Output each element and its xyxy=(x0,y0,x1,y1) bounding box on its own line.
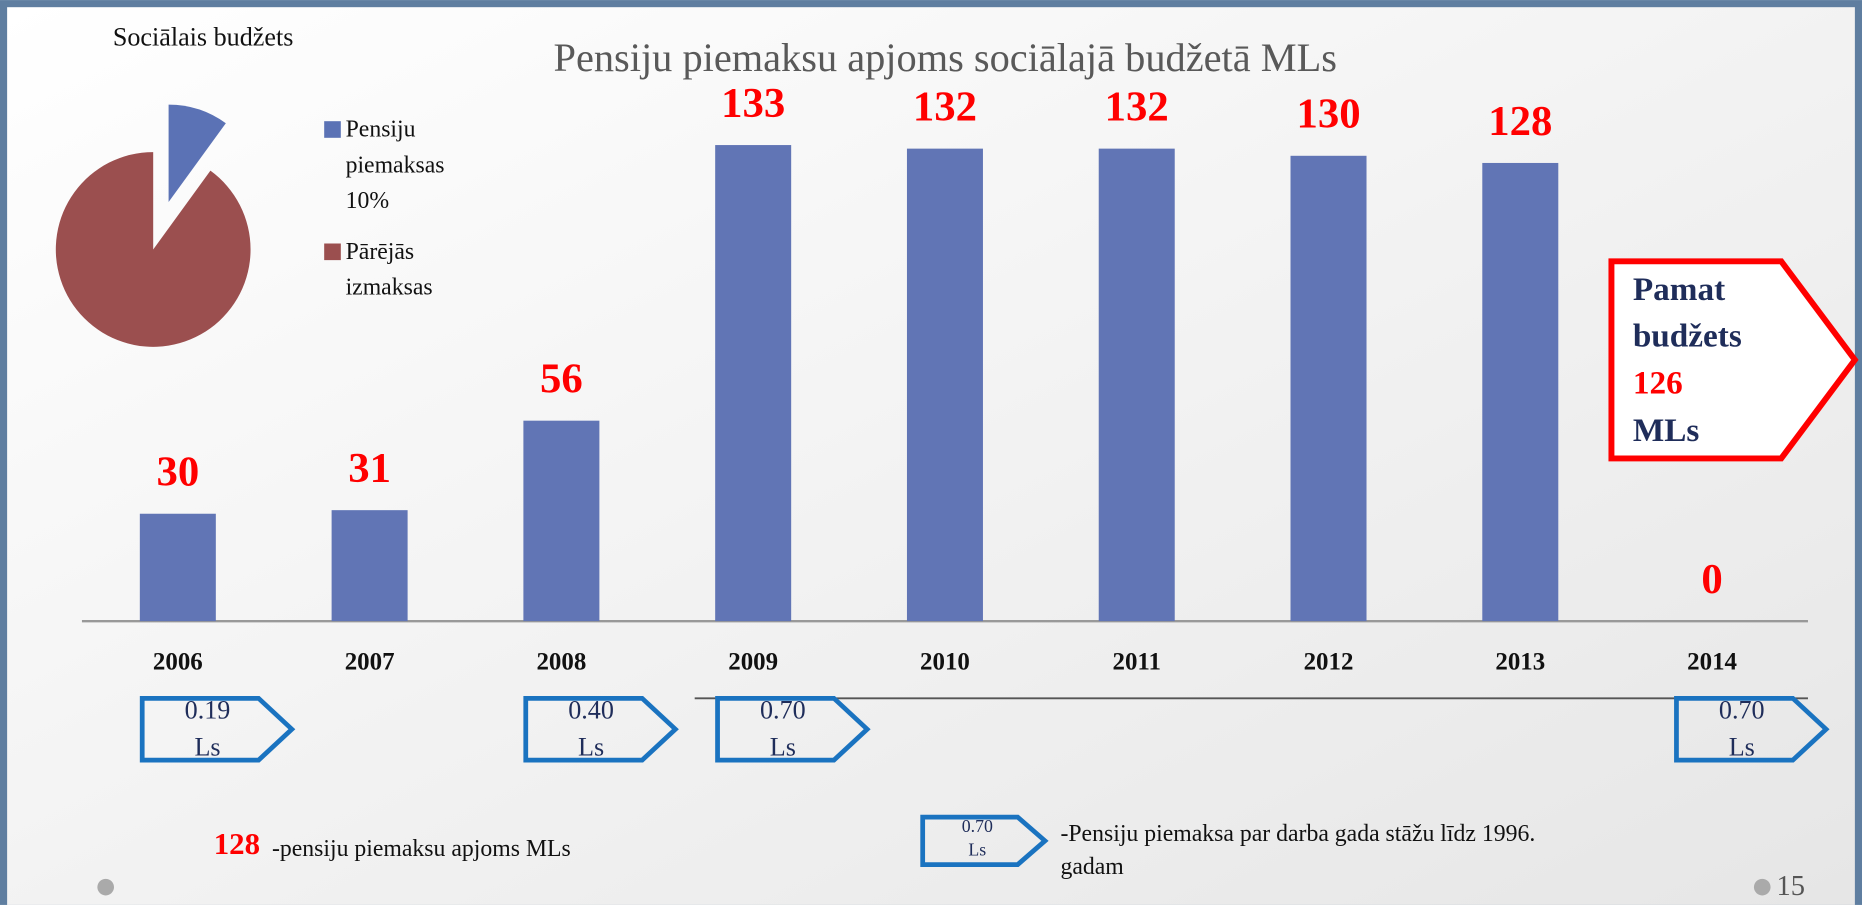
chart-title: Pensiju piemaksu apjoms sociālajā budžet… xyxy=(554,35,1337,80)
bar xyxy=(1290,155,1367,622)
data-label: 130 xyxy=(1296,91,1360,138)
rate-tag xyxy=(139,695,296,763)
data-label: 132 xyxy=(1105,83,1169,130)
data-label: 30 xyxy=(156,449,199,496)
legend-label: Pārējās izmaksas xyxy=(345,238,433,301)
footnote-tag xyxy=(920,814,1049,867)
x-tick-label: 2006 xyxy=(153,649,203,676)
bar xyxy=(1482,162,1559,622)
rate-tag-label: 0.70 Ls xyxy=(1719,696,1765,762)
bar xyxy=(906,148,983,622)
legend-swatch xyxy=(324,121,341,138)
data-label: 128 xyxy=(1488,98,1552,145)
rate-tag xyxy=(523,695,679,763)
callout-unit: MLs xyxy=(1633,412,1700,449)
legend-label-box: Pārējās izmaksas xyxy=(345,238,433,301)
x-tick-label: 2014 xyxy=(1687,649,1737,676)
x-tick-label: 2013 xyxy=(1495,649,1545,676)
footnote-tag-label: 0.70 Ls xyxy=(962,816,993,860)
callout-box xyxy=(1608,258,1859,462)
data-label: 133 xyxy=(721,80,785,127)
callout-label: Pamat budžets xyxy=(1633,271,1742,354)
bar xyxy=(523,420,600,622)
footnote-text-box: -Pensiju piemaksa par darba gada stāžu l… xyxy=(1060,820,1536,880)
pie-title: Sociālais budžets xyxy=(113,22,294,51)
rate-tag xyxy=(1674,695,1830,763)
data-label: 132 xyxy=(913,83,977,130)
page-number: 15 xyxy=(1777,871,1806,902)
pie-slice xyxy=(168,104,226,203)
legend-swatch xyxy=(324,243,341,261)
dot xyxy=(1753,878,1771,896)
footnote-key: 128 xyxy=(214,826,260,861)
data-label: 31 xyxy=(348,445,391,492)
bar xyxy=(139,513,216,622)
x-tick-label: 2007 xyxy=(345,649,395,676)
legend-label-box: Pensiju piemaksas 10% xyxy=(345,116,445,214)
rate-tag-label: 0.70 Ls xyxy=(760,696,806,762)
x-tick-label: 2011 xyxy=(1113,649,1161,676)
footnote-text: -pensiju piemaksu apjoms MLs xyxy=(272,836,571,862)
data-label: 0 xyxy=(1701,556,1722,603)
pie-slice xyxy=(55,152,251,347)
data-label: 56 xyxy=(540,355,583,402)
rate-tag-label: 0.19 Ls xyxy=(185,696,231,762)
x-tick-label: 2012 xyxy=(1304,649,1354,676)
bar xyxy=(1098,148,1175,622)
x-tick-label: 2009 xyxy=(728,649,778,676)
legend-label: Pensiju piemaksas 10% xyxy=(345,116,445,214)
dot xyxy=(97,878,114,896)
rate-tag-label: 0.40 Ls xyxy=(568,696,614,762)
bar xyxy=(331,510,408,622)
callout-value: 126 xyxy=(1633,365,1683,402)
bar xyxy=(715,145,792,622)
x-tick-label: 2008 xyxy=(536,649,586,676)
x-tick-label: 2010 xyxy=(920,649,970,676)
footnote-text: -Pensiju piemaksa par darba gada stāžu l… xyxy=(1060,820,1536,880)
rate-tag xyxy=(715,695,871,763)
